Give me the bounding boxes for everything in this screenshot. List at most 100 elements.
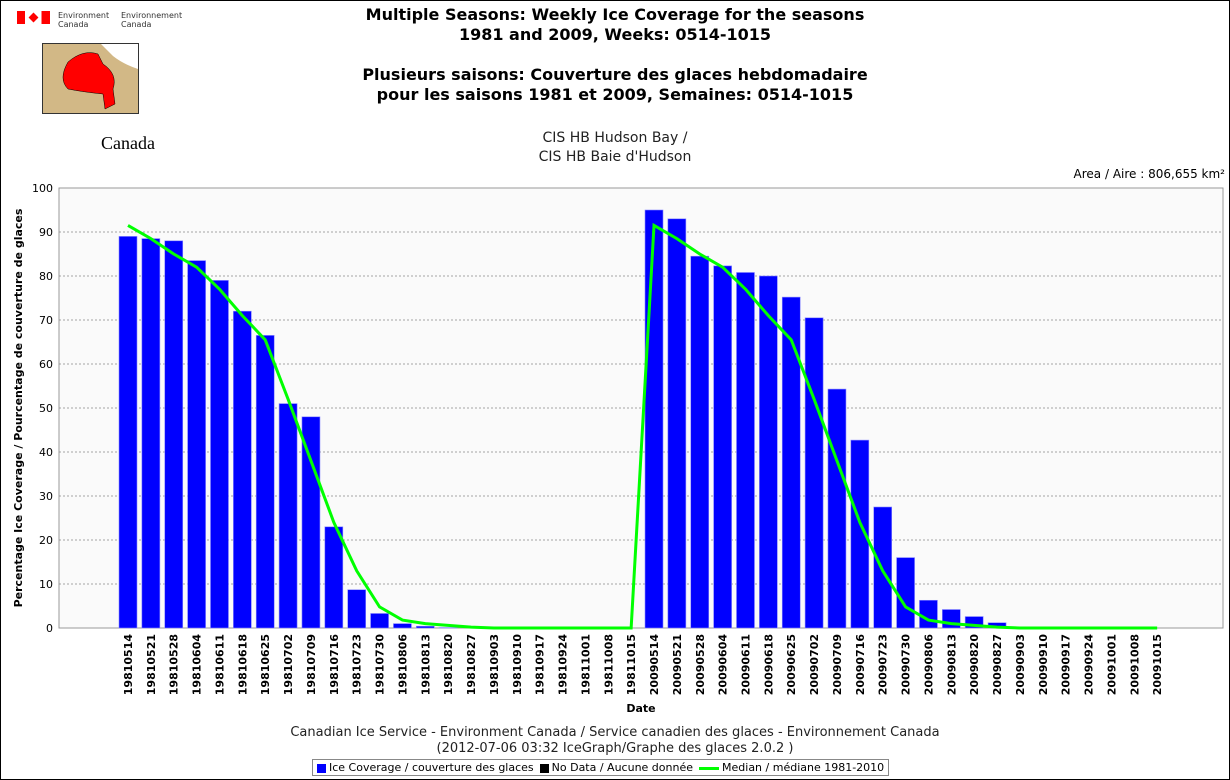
bar (118, 236, 138, 629)
y-tick-label: 50 (39, 402, 53, 415)
y-tick-label: 30 (39, 490, 53, 503)
dept-en: Environment Canada (58, 11, 110, 29)
x-tick-label: 19811015 (625, 634, 638, 695)
y-tick-label: 60 (39, 358, 53, 371)
x-tick-label: 19811008 (602, 634, 615, 695)
y-tick-label: 70 (39, 314, 53, 327)
x-tick-label: 19810903 (488, 634, 501, 695)
x-tick-label: 19811001 (579, 634, 592, 695)
footer: Canadian Ice Service - Environment Canad… (290, 725, 940, 756)
x-tick-label: 19810604 (191, 634, 204, 696)
x-tick-label: 19810514 (122, 634, 135, 696)
x-tick-label: 20090604 (717, 634, 730, 696)
y-tick-label: 0 (46, 622, 53, 635)
x-tick-label: 20090827 (991, 634, 1004, 695)
x-tick-label: 20090618 (762, 634, 775, 695)
y-tick-label: 20 (39, 534, 53, 547)
canada-wordmark: Canada (101, 133, 155, 153)
area-label: Area / Aire : 806,655 km² (1073, 167, 1225, 181)
x-tick-label: 19810702 (282, 634, 295, 695)
median-line (127, 222, 1158, 630)
x-tick-label: 19810813 (419, 634, 432, 695)
environment-canada-logo: Environment Canada Environnement Canada (17, 11, 183, 29)
x-tick-label: 19810521 (145, 634, 158, 695)
x-tick-label: 19810611 (213, 634, 226, 695)
bar (393, 623, 412, 629)
bar (324, 526, 344, 629)
x-tick-label: 20090813 (945, 634, 958, 695)
bar (713, 265, 732, 629)
x-tick-label: 19810528 (168, 634, 181, 695)
bar (964, 616, 984, 629)
x-tick-label: 20091008 (1128, 634, 1141, 695)
y-tick-label: 100 (32, 182, 53, 195)
x-tick-label: 19810827 (465, 634, 478, 695)
y-tick-label: 80 (39, 270, 53, 283)
x-tick-label: 20090702 (808, 634, 821, 695)
x-tick-label: 19810910 (511, 634, 524, 696)
legend-ice: Ice Coverage / couverture des glaces (317, 761, 534, 774)
x-tick-label: 20090514 (648, 634, 661, 696)
x-tick-label: 20090903 (1014, 634, 1027, 695)
bar (690, 255, 710, 629)
bar (141, 238, 161, 629)
x-tick-label: 20090917 (1060, 634, 1073, 695)
x-tick-label: 20091001 (1105, 634, 1118, 695)
bar (736, 272, 755, 629)
legend-nodata: No Data / Aucune donnée (539, 761, 693, 774)
bar (233, 310, 252, 629)
bar (210, 280, 229, 629)
x-tick-label: 19810917 (534, 634, 547, 695)
x-axis-label: Date (626, 702, 655, 715)
y-tick-label: 40 (39, 446, 53, 459)
x-tick-label: 19810820 (442, 634, 455, 696)
x-tick-label: 19810716 (328, 634, 341, 696)
bar (827, 388, 847, 629)
legend-median: Median / médiane 1981-2010 (699, 761, 884, 774)
x-tick-label: 19810709 (305, 634, 318, 695)
bar (187, 260, 206, 629)
x-tick-label: 20090709 (831, 634, 844, 695)
bar (781, 296, 801, 629)
x-tick-label: 20090806 (922, 634, 935, 696)
bar (301, 416, 321, 629)
y-tick-label: 10 (39, 578, 53, 591)
bar (370, 613, 389, 629)
x-tick-label: 19810924 (557, 634, 570, 696)
chart-subtitle: CIS HB Hudson Bay / CIS HB Baie d'Hudson (538, 130, 692, 165)
bar (255, 335, 275, 629)
bar (164, 240, 184, 629)
bar (347, 589, 367, 629)
y-tick-label: 90 (39, 226, 53, 239)
x-tick-label: 20090730 (900, 634, 913, 696)
x-tick-label: 20090723 (877, 634, 890, 695)
x-tick-label: 19810618 (236, 634, 249, 695)
bar (804, 317, 824, 629)
dept-fr: Environnement Canada (121, 11, 183, 29)
legend: Ice Coverage / couverture des glaces No … (312, 759, 890, 776)
bar (667, 218, 687, 629)
chart-title: Multiple Seasons: Weekly Ice Coverage fo… (365, 5, 865, 44)
x-tick-label: 19810730 (374, 634, 387, 696)
bar (850, 439, 870, 629)
x-tick-label: 20090521 (671, 634, 684, 695)
y-axis-label: Percentage Ice Coverage / Pourcentage de… (12, 208, 25, 607)
bar (644, 209, 664, 629)
plot: 0 10 20 30 40 50 60 70 80 90 100 Percentage Ice Cov… (12, 182, 1224, 715)
chart-title-fr: Plusieurs saisons: Couverture des glaces… (362, 65, 868, 104)
x-tick-label: 20090924 (1083, 634, 1096, 696)
x-tick-label: 20090716 (854, 634, 867, 696)
x-tick-label: 19810723 (351, 634, 364, 695)
bar (896, 557, 915, 629)
x-tick-label: 20090820 (968, 634, 981, 696)
x-tick-label: 20090910 (1037, 634, 1050, 696)
x-tick-label: 20090611 (739, 634, 752, 695)
x-tick-label: 20091015 (1151, 634, 1164, 695)
bar (919, 599, 938, 629)
x-tick-label: 19810806 (396, 634, 409, 696)
hudson-bay-map-icon (42, 43, 139, 114)
canada-flag-icon (17, 11, 50, 24)
x-tick-label: 20090625 (785, 634, 798, 695)
x-tick-label: 19810625 (259, 634, 272, 695)
